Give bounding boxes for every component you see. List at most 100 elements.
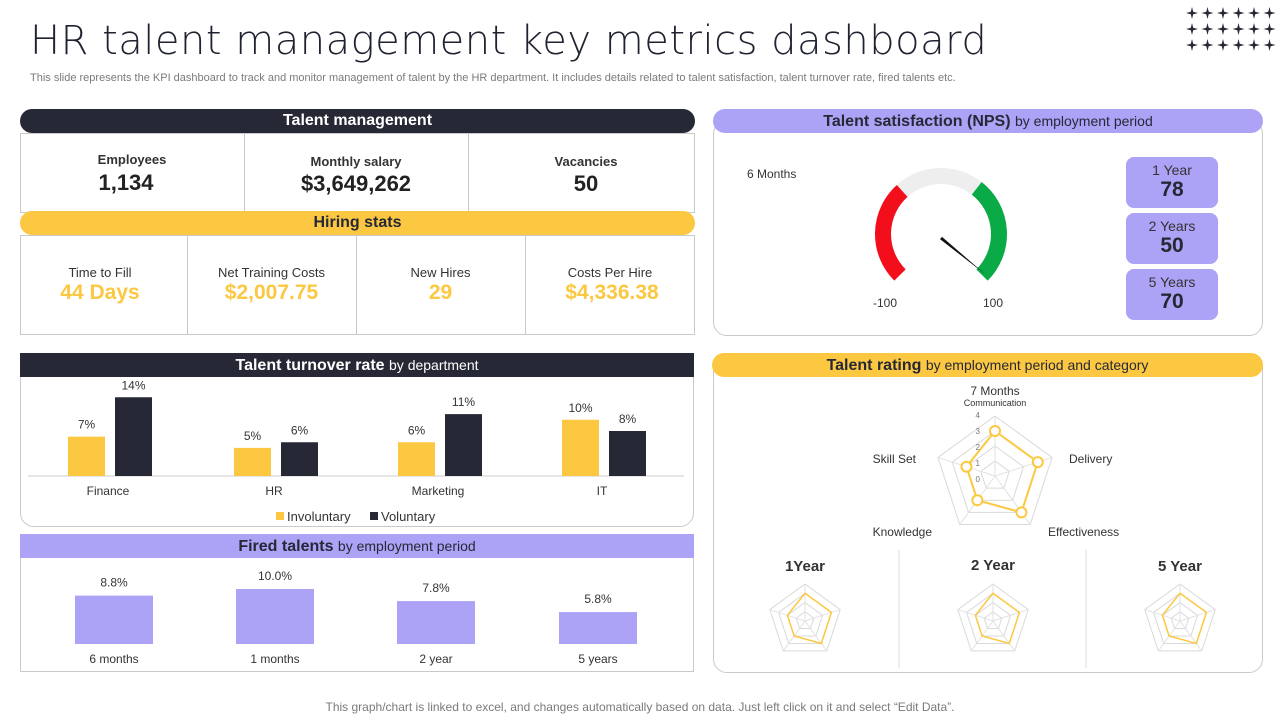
radar-scale-label: 0 (976, 475, 981, 484)
footer-note: This graph/chart is linked to excel, and… (325, 700, 955, 714)
new-hires-label: New Hires (410, 265, 471, 280)
star-icon (1232, 7, 1245, 19)
decorative-stars-icon (1186, 7, 1276, 51)
star-icon (1217, 7, 1229, 19)
radar-5year-title: 5 Year (1158, 558, 1202, 575)
turnover-bar-voluntary-it (609, 431, 646, 476)
radar-grid (957, 583, 1029, 652)
radar-1year-title: 1Year (785, 558, 825, 575)
net-training-costs-value: $2,007.75 (224, 281, 319, 304)
turnover-category-label: IT (597, 484, 608, 498)
gauge-green-segment (971, 181, 1007, 281)
fired-data-label: 5.8% (584, 592, 612, 606)
star-icon (1248, 7, 1260, 19)
fired-bar-2 (397, 601, 475, 644)
employees-label: Employees (97, 152, 167, 167)
costs-per-hire-value: $4,336.38 (565, 281, 659, 304)
vacancies-label: Vacancies (554, 154, 618, 169)
radar-main-title: 7 Months (970, 384, 1019, 398)
turnover-bar-voluntary-finance (115, 397, 152, 476)
turnover-data-label: 8% (619, 412, 637, 426)
gauge-needle (939, 236, 986, 275)
monthly-salary-value: $3,649,262 (300, 171, 412, 196)
turnover-bar-voluntary-hr (281, 442, 318, 476)
radar-grid (769, 583, 841, 652)
gauge-min-label: -100 (873, 296, 897, 310)
radar-spoke (804, 609, 841, 622)
radar-axis-label: Delivery (1069, 452, 1112, 466)
fired-category-label: 1 months (250, 652, 299, 666)
turnover-data-label: 5% (244, 429, 262, 443)
radar-axis-label: Knowledge (873, 525, 933, 539)
turnover-bar-involuntary-it (562, 419, 599, 476)
legend-voluntary-swatch (370, 512, 378, 520)
legend-involuntary-label: Involuntary (287, 509, 351, 524)
star-icon (1263, 39, 1276, 51)
radar-axis-label: Effectiveness (1048, 525, 1119, 539)
talent-management-panel (20, 133, 695, 213)
star-icon (1186, 23, 1198, 35)
radar-series-small-1 (974, 592, 1021, 645)
nps-header: Talent satisfaction (NPS) by employment … (713, 109, 1263, 133)
fired-category-label: 6 months (89, 652, 138, 666)
gauge-max-label: 100 (983, 296, 1003, 310)
turnover-data-label: 6% (408, 423, 426, 437)
radar-grid (937, 415, 1053, 526)
radar-point-knowledge (971, 494, 984, 507)
hiring-stats-panel (20, 235, 695, 335)
hiring-stats-header: Hiring stats (20, 211, 695, 235)
nps-2-years: 2 Years 50 (1126, 213, 1218, 264)
radar-grid (983, 611, 1003, 629)
star-icon (1217, 23, 1229, 35)
fired-category-label: 2 year (419, 652, 452, 666)
gauge-period-label: 6 Months (747, 167, 796, 181)
radar-grid (974, 601, 1012, 637)
turnover-data-label: 7% (78, 418, 96, 432)
fired-header: Fired talents by employment period (20, 534, 694, 558)
page-title: HR talent management key metrics dashboa… (30, 18, 988, 64)
turnover-data-label: 6% (291, 423, 309, 437)
fired-data-label: 7.8% (422, 581, 450, 595)
star-icon (1186, 7, 1198, 19)
star-icon (1263, 23, 1276, 35)
turnover-category-label: Marketing (412, 484, 465, 498)
star-icon (1201, 39, 1214, 51)
gauge-red-segment (875, 184, 908, 281)
radar-scale-label: 1 (976, 459, 981, 468)
costs-per-hire-label: Costs Per Hire (567, 265, 653, 280)
star-icon (1186, 39, 1198, 51)
radar-scale-label: 2 (976, 443, 981, 452)
radar-axis-label: Communication (964, 398, 1027, 408)
turnover-bar-involuntary-hr (234, 447, 271, 476)
fired-category-label: 5 years (578, 652, 617, 666)
radar-point-skill-set (960, 460, 973, 473)
radar-series-main (965, 429, 1039, 514)
turnover-bar-involuntary-finance (68, 436, 105, 476)
legend-voluntary-label: Voluntary (381, 509, 436, 524)
nps-gauge: 6 Months -100 100 (747, 167, 1007, 310)
turnover-category-label: Finance (87, 484, 130, 498)
new-hires-value: 29 (428, 281, 453, 304)
rating-header: Talent rating by employment period and c… (712, 353, 1263, 377)
turnover-bar-voluntary-marketing (445, 414, 482, 476)
radar-grid (1144, 583, 1216, 652)
radar-series-small-0 (786, 592, 833, 645)
star-icon (1232, 39, 1245, 51)
star-icon (1248, 23, 1260, 35)
fired-bar-1 (236, 589, 314, 644)
star-icon (1263, 7, 1276, 19)
radar-grid (1170, 611, 1190, 629)
page-subtitle: This slide represents the KPI dashboard … (30, 72, 956, 84)
turnover-data-label: 11% (452, 395, 475, 409)
fired-data-label: 10.0% (258, 569, 292, 583)
radar-spoke (804, 620, 828, 652)
star-icon (1201, 23, 1214, 35)
radar-scale-label: 3 (976, 427, 981, 436)
radar-spoke (1179, 609, 1216, 622)
radar-spoke (1179, 620, 1203, 652)
turnover-bar-involuntary-marketing (398, 442, 435, 476)
radar-2year-title: 2 Year (971, 557, 1015, 574)
legend-involuntary-swatch (276, 512, 284, 520)
radar-axis-label: Skill Set (873, 452, 917, 466)
